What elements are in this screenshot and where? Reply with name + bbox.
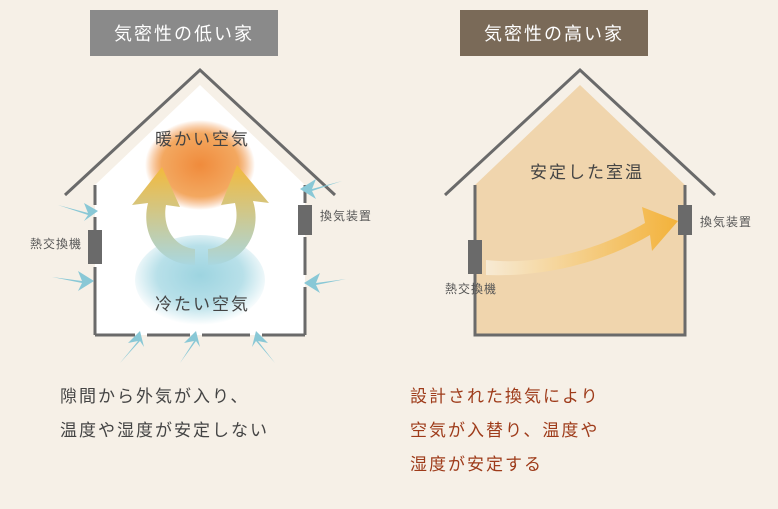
ventilator-label-right: 換気装置: [700, 213, 752, 230]
heat-exchanger-box-left: [88, 230, 102, 264]
cold-air-label: 冷たい空気: [155, 290, 250, 315]
stable-temp-label: 安定した室温: [530, 158, 644, 183]
warm-air-label: 暖かい空気: [155, 125, 250, 150]
house-low-airtight: [40, 55, 360, 365]
heat-exchanger-label-right: 熱交換機: [445, 280, 497, 297]
house-interior-right: [475, 85, 685, 335]
ventilator-label-left: 換気装置: [320, 207, 372, 224]
caption-high-airtight: 設計された換気により空気が入替り、温度や湿度が安定する: [410, 380, 600, 482]
ventilator-box-left: [298, 205, 312, 235]
caption-low-airtight: 隙間から外気が入り、温度や湿度が安定しない: [60, 380, 269, 448]
title-low-airtight: 気密性の低い家: [90, 10, 278, 56]
house-high-airtight: [420, 55, 740, 365]
ventilator-box-right: [678, 205, 692, 235]
title-high-airtight: 気密性の高い家: [460, 10, 648, 56]
heat-exchanger-box-right: [468, 240, 482, 274]
heat-exchanger-label-left: 熱交換機: [30, 235, 82, 252]
